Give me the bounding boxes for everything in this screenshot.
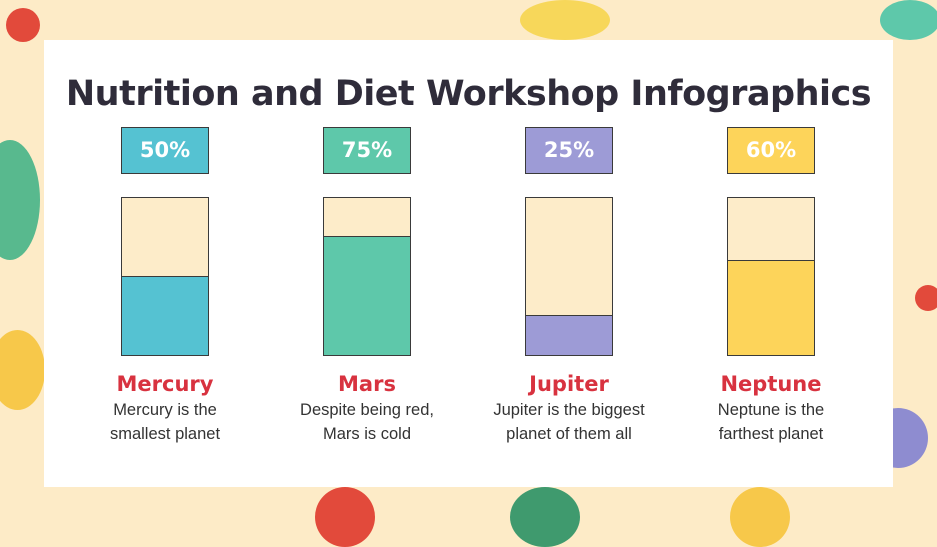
percent-badge: 60% [727, 127, 815, 174]
decorative-cherry [915, 285, 937, 311]
description-line: Neptune is the [717, 401, 825, 419]
description-line: Jupiter is the biggest [493, 401, 645, 419]
decorative-lemon [0, 330, 45, 410]
bar-container [727, 197, 815, 356]
planet-name: Mars [338, 372, 396, 396]
planet-column: 50% Mercury Mercury is the smallest planet [75, 127, 255, 446]
planet-column: 75% Mars Despite being red, Mars is cold [277, 127, 457, 446]
decorative-fruit [880, 0, 937, 40]
slide-title: Nutrition and Diet Workshop Infographics [65, 74, 872, 114]
bar-container [323, 197, 411, 356]
percent-badge: 50% [121, 127, 209, 174]
decorative-fruit [315, 487, 375, 547]
planet-column: 25% Jupiter Jupiter is the biggest planet o… [479, 127, 659, 446]
planet-column: 60% Neptune Neptune is the farthest planet [681, 127, 861, 446]
description-line: Mars is cold [322, 425, 412, 443]
bar-fill [324, 236, 410, 355]
description-line: farthest planet [718, 425, 824, 443]
decorative-fruit [520, 0, 610, 40]
bar-fill [728, 259, 814, 355]
description-line: Mercury is the [113, 401, 217, 419]
planet-description: Jupiter is the biggest planet of them all [479, 398, 659, 446]
planet-name: Neptune [720, 372, 822, 396]
planet-description: Mercury is the smallest planet [75, 398, 255, 446]
planet-description: Despite being red, Mars is cold [277, 398, 457, 446]
description-line: planet of them all [506, 425, 632, 443]
decorative-fruit [730, 487, 790, 547]
bar-fill [526, 314, 612, 355]
percent-badge: 75% [323, 127, 411, 174]
description-line: Despite being red, [300, 401, 434, 419]
decorative-fruit [0, 140, 40, 260]
bar-fill [122, 275, 208, 355]
planet-name: Jupiter [529, 372, 609, 396]
percent-badge: 25% [525, 127, 613, 174]
planet-name: Mercury [116, 372, 214, 396]
bar-container [525, 197, 613, 356]
planet-description: Neptune is the farthest planet [681, 398, 861, 446]
description-line: smallest planet [109, 425, 221, 443]
decorative-cherry [6, 8, 40, 42]
bar-container [121, 197, 209, 356]
decorative-fruit [510, 487, 580, 547]
